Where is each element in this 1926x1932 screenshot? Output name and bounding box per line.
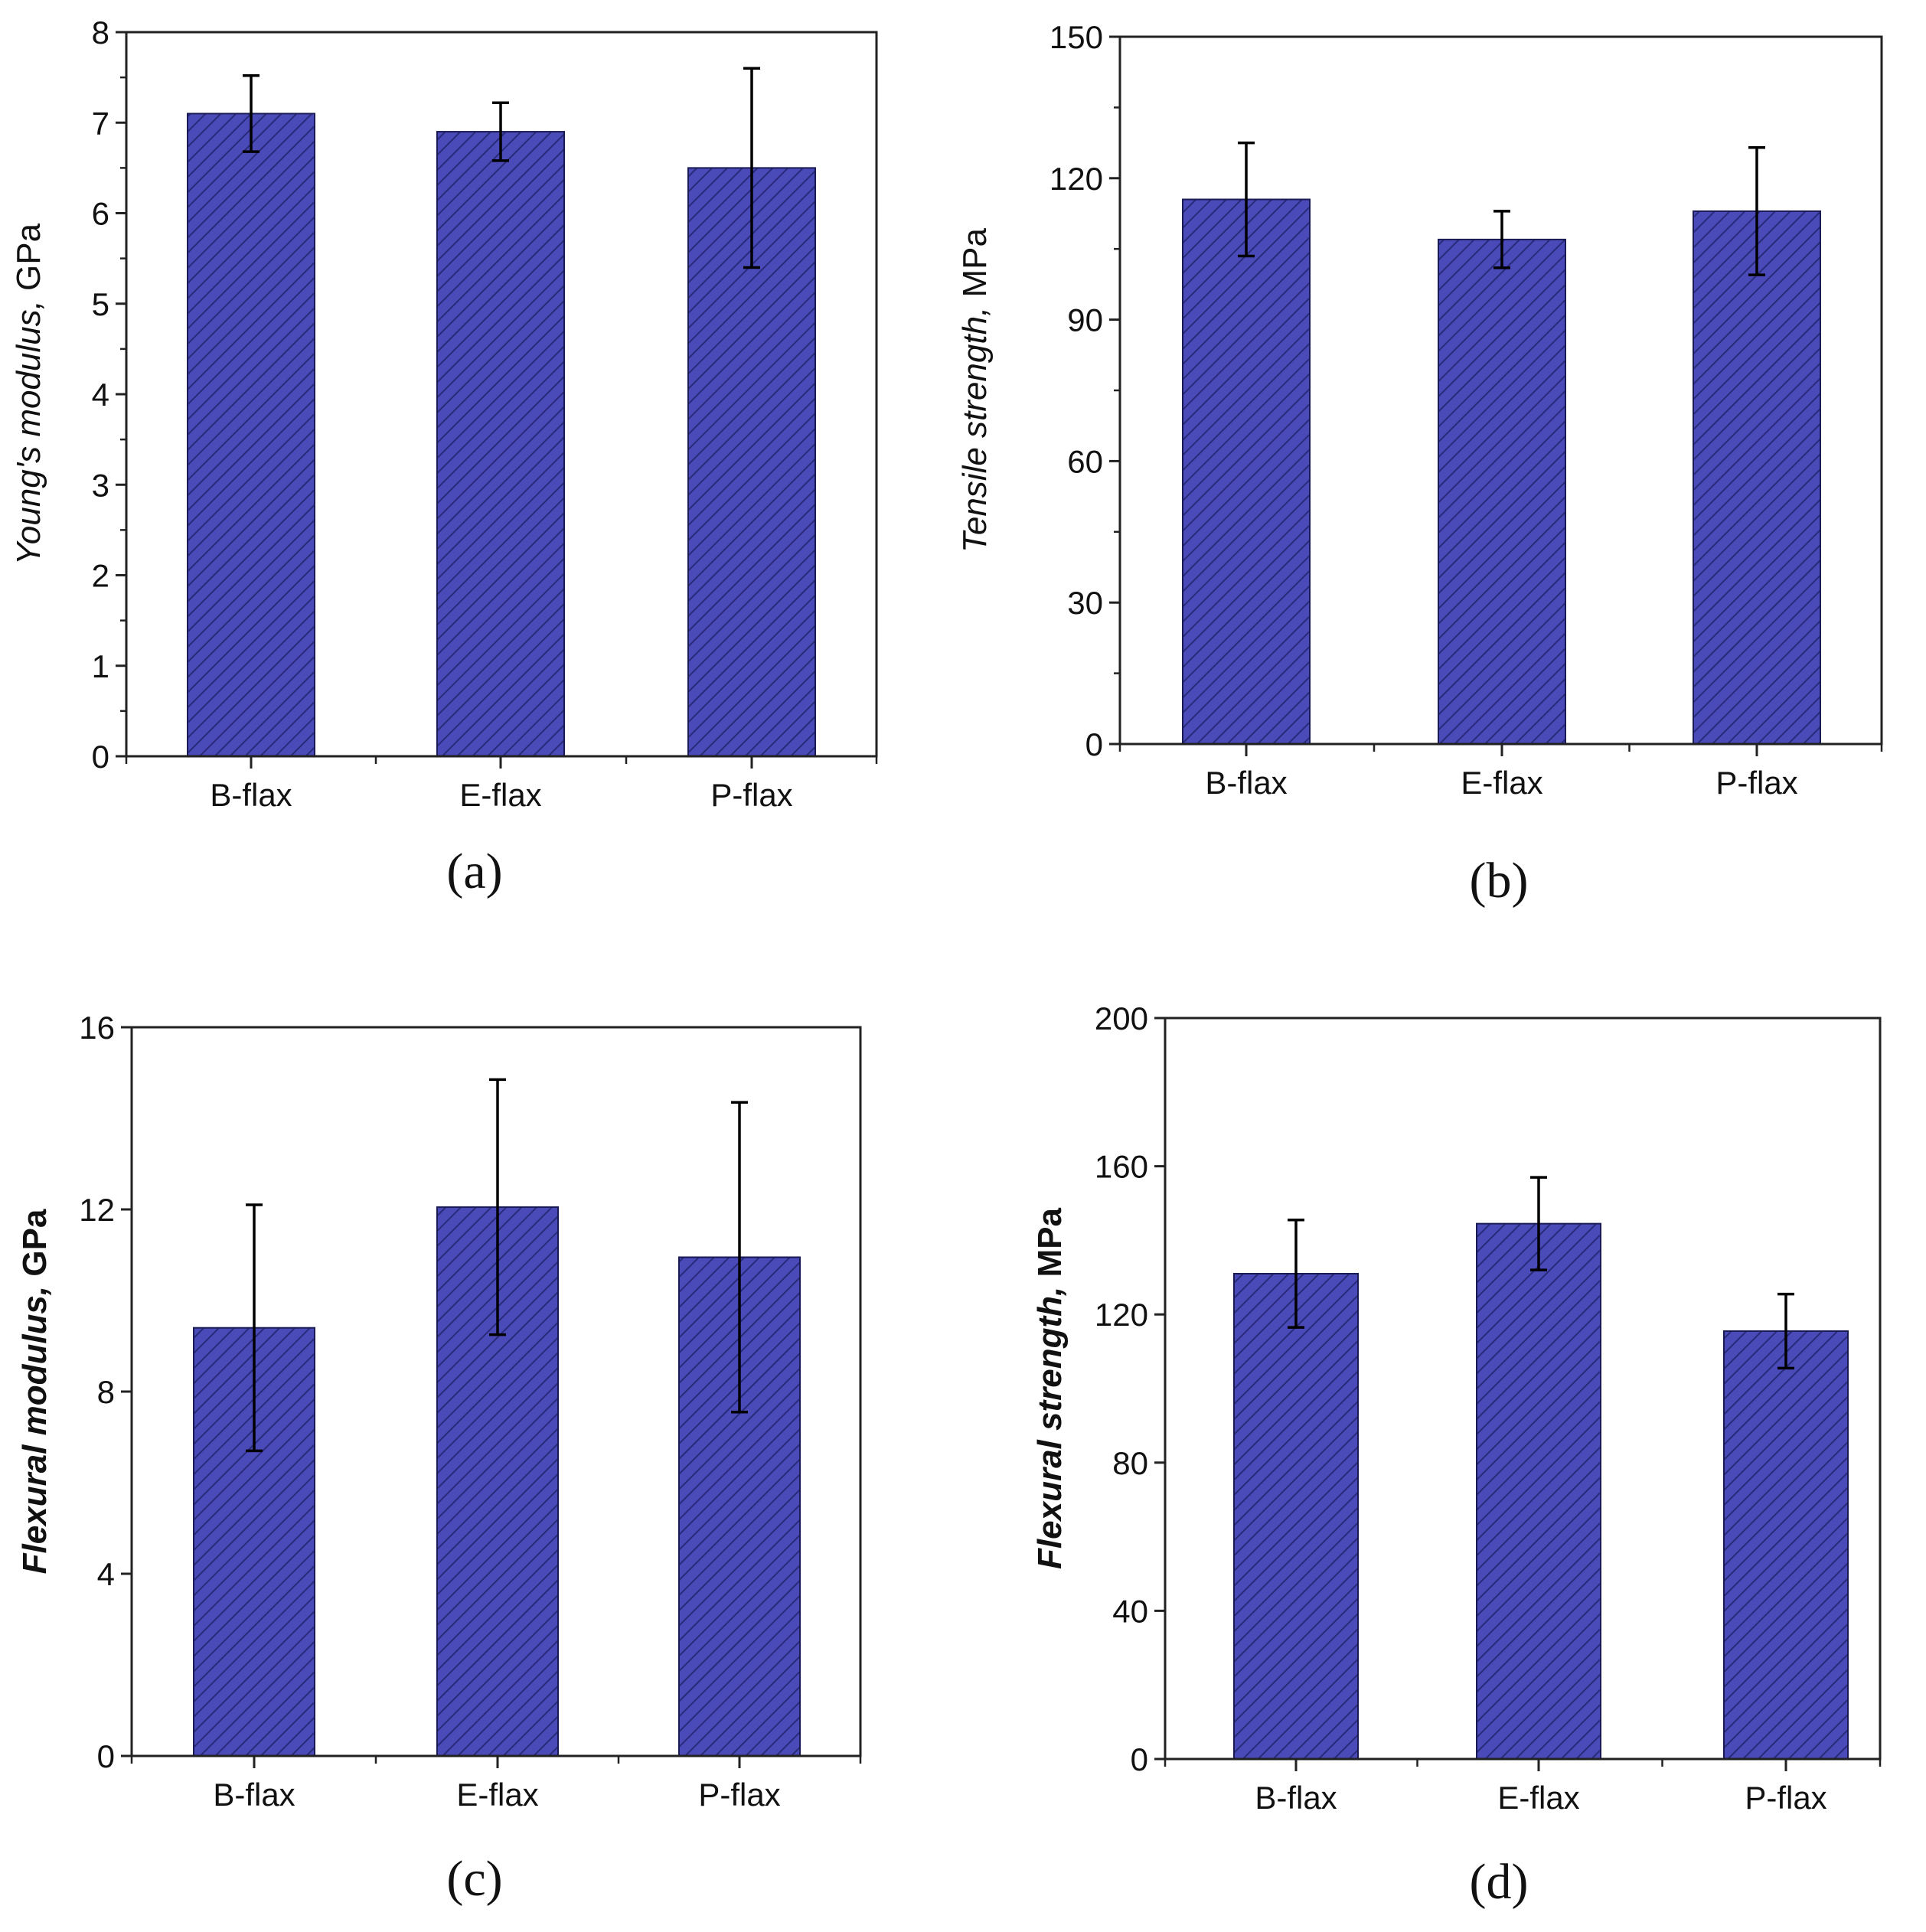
y-tick-label: 0 <box>92 739 109 775</box>
error-bar-b-flax <box>243 74 260 153</box>
x-tick-label: E-flax <box>1461 765 1542 801</box>
bar-e-flax <box>1438 238 1566 745</box>
y-tick-label: 40 <box>1112 1593 1148 1629</box>
plot-frame <box>1164 1017 1882 1761</box>
error-bar-p-flax <box>743 67 760 269</box>
bar-b-flax <box>1182 198 1311 745</box>
error-bar-p-flax <box>731 1101 748 1414</box>
panel-label: (a) <box>446 844 502 899</box>
bar-e-flax <box>436 131 565 757</box>
bar-b-flax <box>1233 1272 1359 1760</box>
y-axis-label: Flexural modulus, GPa <box>16 1209 54 1574</box>
x-tick-label: B-flax <box>210 777 292 813</box>
panel-label: (d) <box>1470 1854 1529 1910</box>
chart-panel-d: 0 40 80 120 160 200 B-flax E-flax P-flax Flexural… <box>1031 1000 1882 1910</box>
panel-label: (c) <box>446 1851 502 1907</box>
y-tick-label: 8 <box>92 15 109 51</box>
y-axis-label: Young's modulus, GPa <box>10 223 47 565</box>
chart-panel-a: 0 1 2 3 4 5 6 7 8 B-flax E-flax P-flax Young's modul… <box>10 15 878 899</box>
x-tick-label: B-flax <box>1205 765 1287 801</box>
y-axis-label: Flexural strength, MPa <box>1031 1208 1069 1569</box>
x-tick-label: E-flax <box>456 1777 538 1813</box>
y-tick-label: 0 <box>1085 726 1103 762</box>
bar-p-flax <box>1723 1330 1849 1760</box>
y-tick-label: 90 <box>1067 302 1103 338</box>
error-bar-p-flax <box>1777 1292 1794 1370</box>
chart-panel-b: 0 30 60 90 120 150 B-flax E-flax P-flax Tensile s… <box>956 19 1883 909</box>
y-tick-label: 12 <box>79 1192 115 1228</box>
y-tick-label: 4 <box>92 377 109 413</box>
x-tick-label: B-flax <box>213 1777 295 1813</box>
y-tick-label: 4 <box>97 1556 115 1592</box>
x-tick-label: B-flax <box>1255 1780 1337 1816</box>
bar-e-flax <box>1476 1222 1601 1760</box>
error-bar-b-flax <box>1238 141 1255 258</box>
x-tick-label: P-flax <box>1745 1780 1826 1816</box>
panel-label: (b) <box>1470 853 1529 909</box>
y-tick-label: 7 <box>92 105 109 141</box>
y-tick-label: 2 <box>92 558 109 594</box>
y-tick-label: 0 <box>97 1738 115 1774</box>
x-tick-label: P-flax <box>710 777 792 813</box>
y-tick-label: 150 <box>1050 19 1103 55</box>
bar-p-flax <box>1693 210 1821 746</box>
x-tick-label: E-flax <box>459 777 541 813</box>
y-tick-label: 8 <box>97 1374 115 1410</box>
bar-b-flax <box>187 113 315 758</box>
y-tick-label: 200 <box>1095 1000 1148 1036</box>
x-tick-label: P-flax <box>1715 765 1797 801</box>
error-bar-e-flax <box>492 101 509 162</box>
error-bar-e-flax <box>1493 210 1510 269</box>
chart-panel-c: 0 4 8 12 16 B-flax E-flax P-flax Flexural modulu… <box>16 1010 862 1907</box>
error-bar-b-flax <box>1288 1219 1304 1329</box>
y-tick-label: 120 <box>1050 161 1103 197</box>
y-tick-label: 160 <box>1095 1149 1148 1185</box>
error-bar-b-flax <box>246 1203 263 1453</box>
y-tick-label: 80 <box>1112 1445 1148 1481</box>
y-tick-label: 30 <box>1067 585 1103 621</box>
y-tick-label: 60 <box>1067 443 1103 479</box>
error-bar-e-flax <box>489 1078 506 1336</box>
y-tick-label: 6 <box>92 196 109 232</box>
error-bar-e-flax <box>1530 1176 1547 1271</box>
error-bar-p-flax <box>1748 146 1765 276</box>
y-tick-label: 16 <box>79 1010 115 1046</box>
y-tick-label: 3 <box>92 467 109 503</box>
x-tick-label: P-flax <box>698 1777 780 1813</box>
y-tick-label: 120 <box>1095 1297 1148 1333</box>
y-axis-label: Tensile strength, MPa <box>956 228 994 553</box>
x-tick-label: E-flax <box>1497 1780 1579 1816</box>
y-tick-label: 5 <box>92 286 109 322</box>
y-tick-label: 0 <box>1131 1741 1148 1777</box>
y-tick-label: 1 <box>92 648 109 684</box>
